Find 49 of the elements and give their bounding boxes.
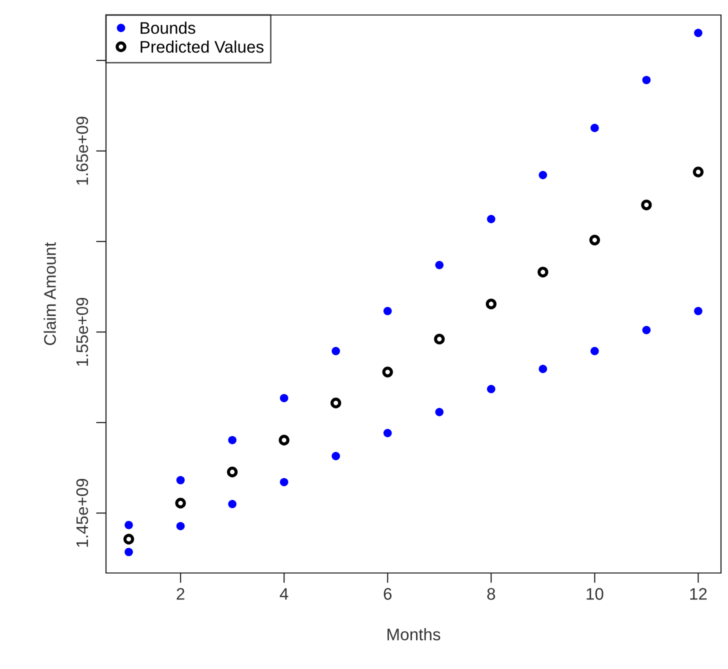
point bbox=[382, 366, 393, 378]
point bbox=[694, 306, 702, 316]
point bbox=[642, 326, 651, 334]
point bbox=[538, 266, 548, 278]
point bbox=[228, 436, 236, 444]
point bbox=[280, 394, 288, 402]
point bbox=[280, 478, 288, 486]
x-tick-label: 6 bbox=[384, 588, 392, 600]
y-tick-label: 1.55e+09 bbox=[76, 298, 88, 366]
x-tick-label: 10 bbox=[586, 588, 604, 600]
point bbox=[538, 170, 548, 180]
point bbox=[589, 234, 600, 246]
x-tick-label: 4 bbox=[280, 588, 288, 600]
point bbox=[124, 548, 133, 556]
point bbox=[176, 522, 185, 530]
legend-label: Predicted Values bbox=[140, 40, 264, 53]
point bbox=[228, 500, 236, 508]
point bbox=[124, 520, 133, 530]
legend-label: Bounds bbox=[140, 22, 196, 34]
point bbox=[226, 466, 238, 478]
point bbox=[383, 306, 392, 316]
y-tick-label: 1.45e+09 bbox=[76, 478, 88, 547]
x-tick-label: 2 bbox=[176, 588, 184, 600]
x-tick-label: 12 bbox=[690, 588, 707, 600]
point bbox=[278, 434, 290, 446]
point bbox=[332, 452, 340, 460]
point bbox=[692, 166, 704, 178]
point bbox=[434, 334, 445, 344]
point bbox=[435, 408, 444, 416]
point bbox=[435, 260, 444, 270]
point bbox=[176, 476, 185, 484]
point bbox=[486, 298, 496, 310]
point bbox=[538, 364, 548, 374]
point bbox=[486, 384, 496, 394]
point bbox=[123, 534, 134, 544]
point bbox=[590, 346, 599, 356]
point bbox=[694, 28, 702, 38]
point bbox=[486, 214, 496, 224]
point bbox=[332, 346, 340, 356]
x-axis-title: Months bbox=[388, 628, 440, 640]
point bbox=[641, 200, 652, 210]
x-tick-label: 8 bbox=[487, 588, 496, 600]
y-tick-label: 1.65e+09 bbox=[76, 116, 88, 185]
y-axis-title: Claim Amount bbox=[44, 242, 56, 346]
point bbox=[642, 76, 651, 84]
point bbox=[330, 398, 342, 408]
point bbox=[383, 428, 392, 438]
point bbox=[590, 124, 599, 132]
point bbox=[175, 498, 186, 508]
